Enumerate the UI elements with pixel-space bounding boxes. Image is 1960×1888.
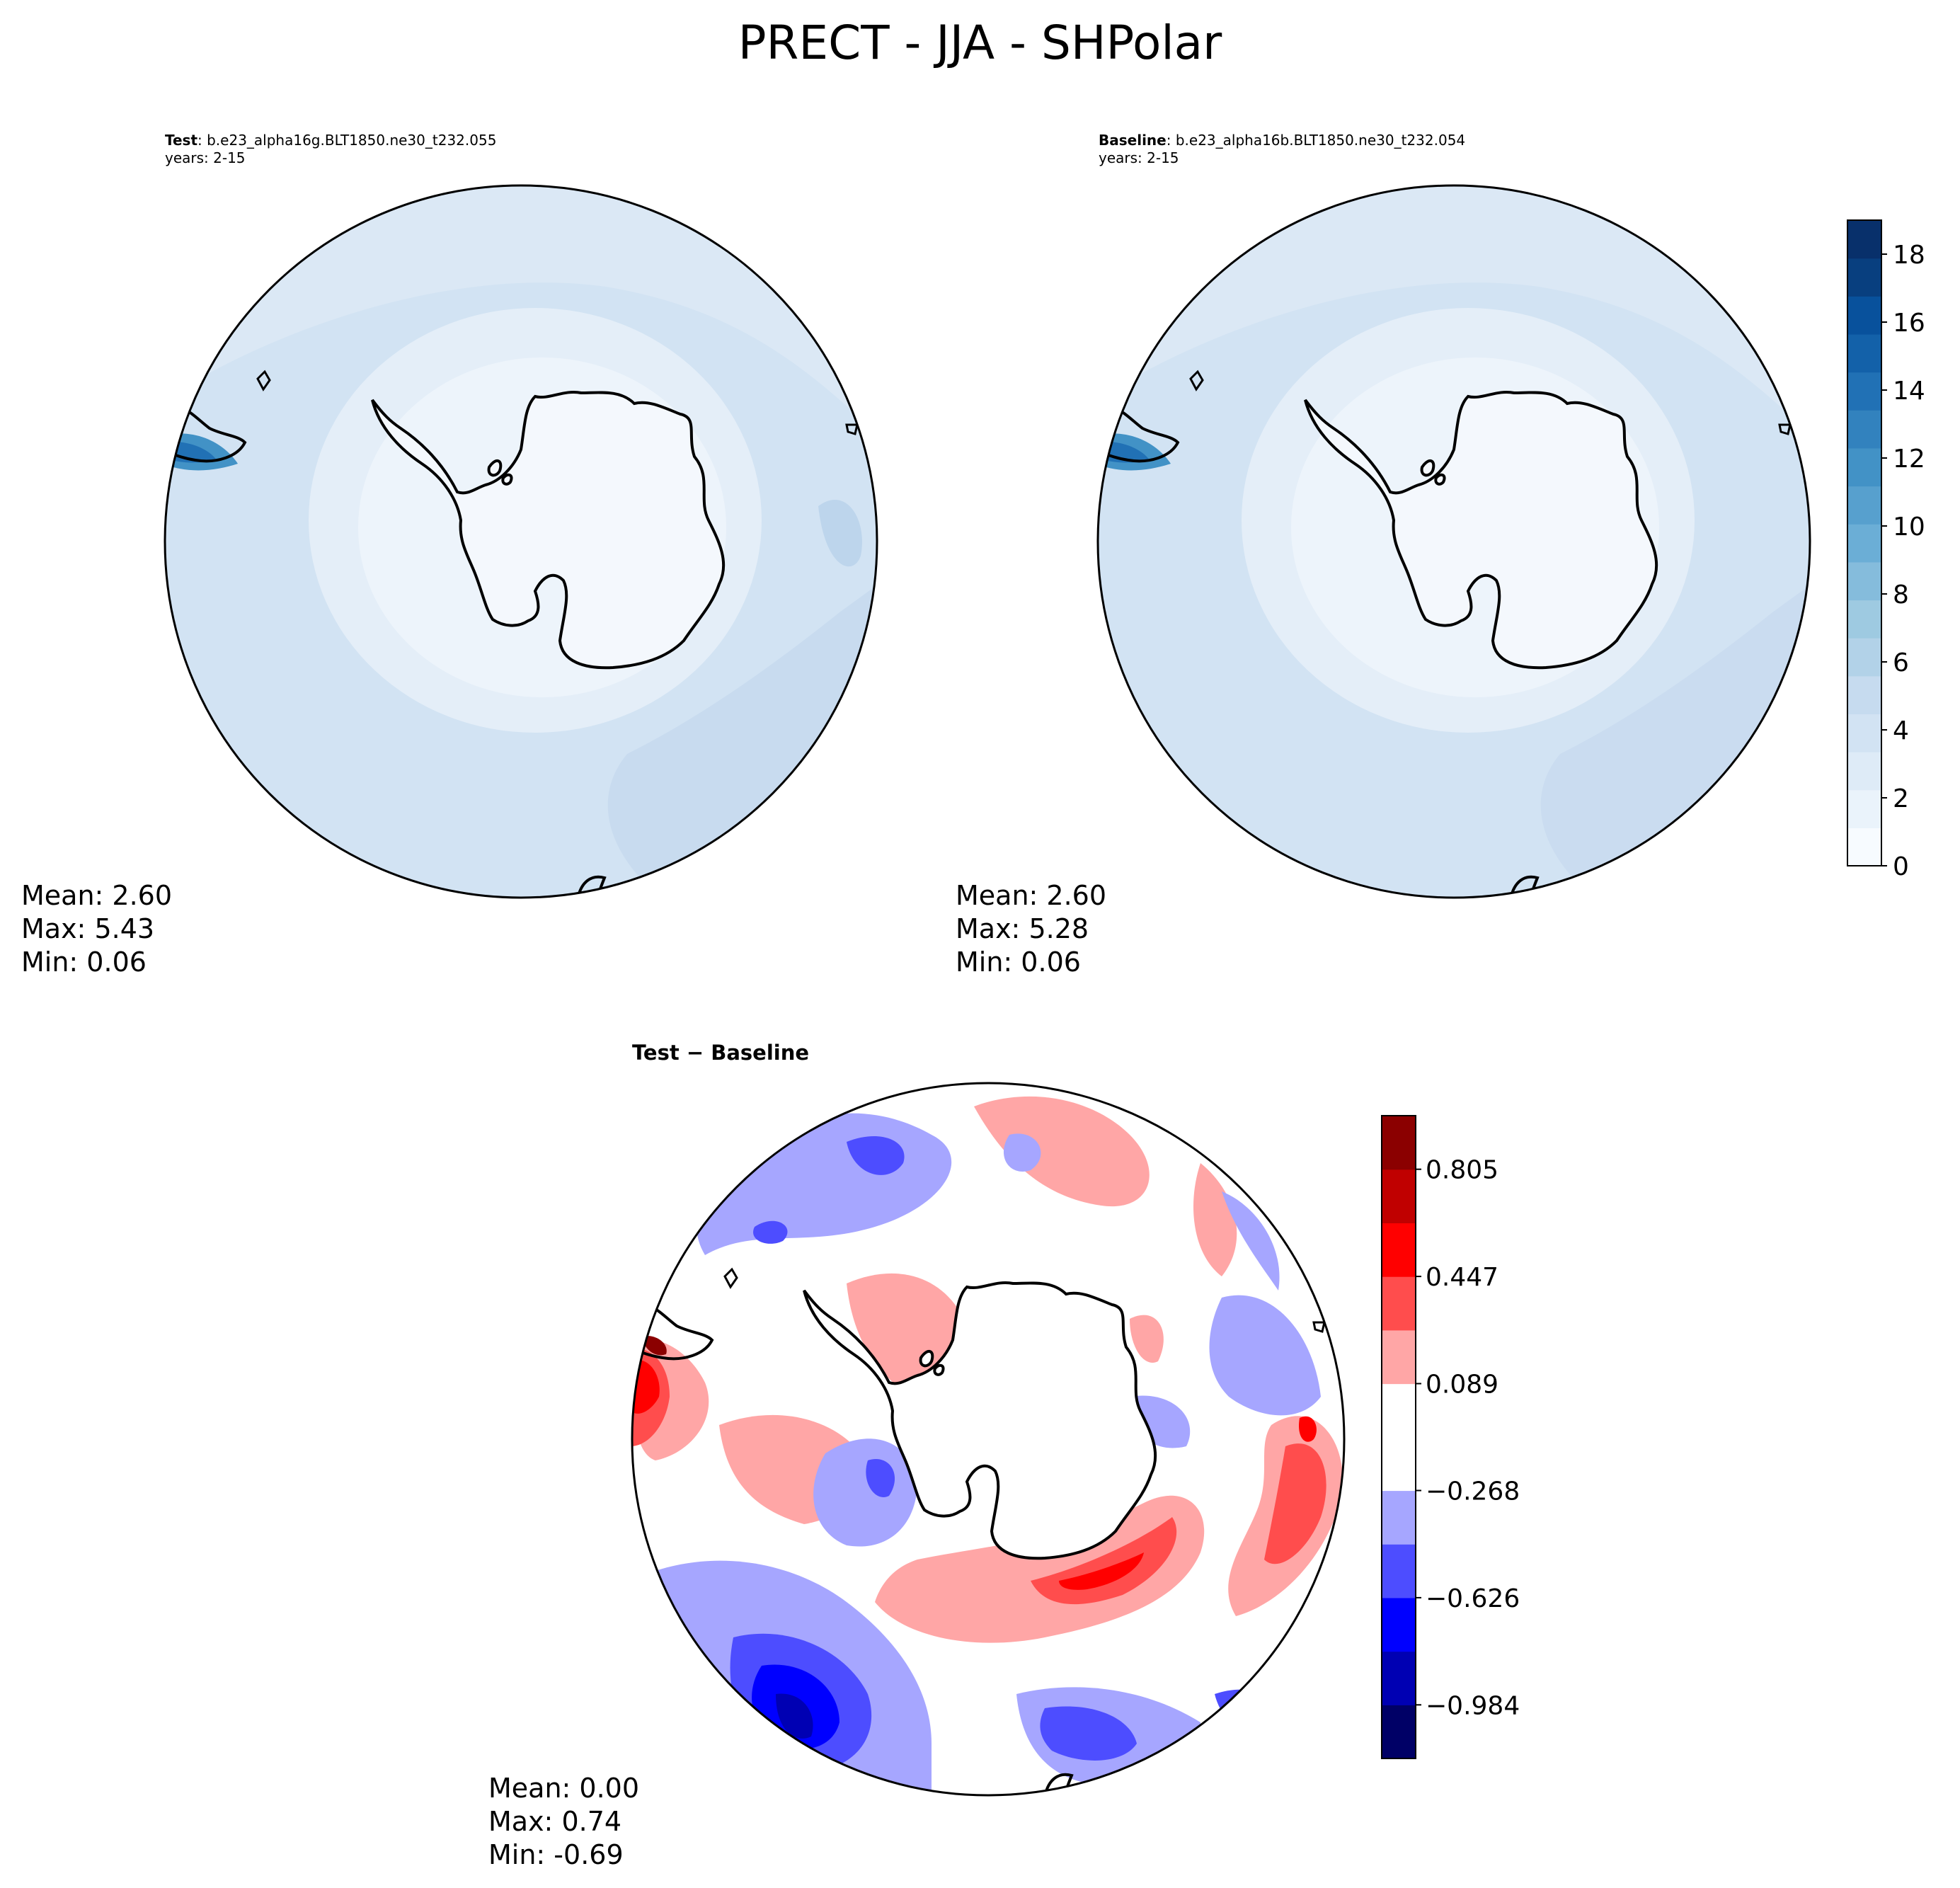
colorbar-band xyxy=(1847,524,1881,563)
colorbar-frame xyxy=(1847,219,1882,866)
colorbar-band xyxy=(1847,372,1881,411)
test-case-line: Test: b.e23_alpha16g.BLT1850.ne30_t232.0… xyxy=(165,132,496,149)
colorbar-band xyxy=(1382,1544,1416,1598)
colorbar-tick-label: 0.447 xyxy=(1426,1263,1498,1292)
colorbar-tick-label: −0.268 xyxy=(1426,1477,1520,1506)
colorbar-band xyxy=(1382,1116,1416,1170)
colorbar-band xyxy=(1382,1436,1416,1492)
baseline-case-name: : b.e23_alpha16b.BLT1850.ne30_t232.054 xyxy=(1166,132,1466,149)
colorbar-band xyxy=(1847,638,1881,677)
colorbar-tick-label: 16 xyxy=(1893,309,1925,338)
test-case-name: : b.e23_alpha16g.BLT1850.ne30_t232.055 xyxy=(197,132,497,149)
difference-colorbar: −0.984 −0.626 −0.268 0.089 0.447 0.805 xyxy=(1381,1115,1520,1759)
baseline-label: Baseline xyxy=(1099,132,1167,149)
colorbar-band xyxy=(1847,447,1881,487)
precip-colorbar: 0 2 4 6 8 10 12 14 16 18 xyxy=(1847,219,1925,878)
colorbar-band xyxy=(1382,1651,1416,1705)
test-years: years: 2-15 xyxy=(165,149,246,166)
colorbar-tick-label: 4 xyxy=(1893,716,1909,745)
baseline-max: Max: 5.28 xyxy=(956,913,1089,944)
baseline-map xyxy=(1096,184,1811,899)
colorbar-band xyxy=(1847,296,1881,335)
difference-max: Max: 0.74 xyxy=(488,1806,622,1837)
colorbar-band xyxy=(1382,1383,1416,1438)
test-map xyxy=(164,184,878,899)
colorbar-band xyxy=(1847,714,1881,753)
colorbar-band xyxy=(1847,561,1881,601)
colorbar-band xyxy=(1382,1169,1416,1224)
colorbar-band xyxy=(1847,410,1881,449)
colorbar-band xyxy=(1382,1705,1416,1759)
colorbar-band xyxy=(1382,1223,1416,1277)
colorbar-tick-label: 18 xyxy=(1893,241,1925,270)
colorbar-band xyxy=(1847,828,1881,866)
difference-title: Test − Baseline xyxy=(632,1041,810,1065)
colorbar-tick-label: −0.984 xyxy=(1426,1691,1520,1720)
colorbar-band xyxy=(1847,486,1881,525)
colorbar-frame xyxy=(1381,1115,1416,1759)
colorbar-tick-label: 8 xyxy=(1893,580,1909,610)
test-stats: Mean: 2.60 Max: 5.43 Min: 0.06 xyxy=(21,879,172,979)
baseline-case-line: Baseline: b.e23_alpha16b.BLT1850.ne30_t2… xyxy=(1099,132,1465,149)
colorbar-tick-label: 10 xyxy=(1893,513,1925,542)
colorbar-tick-label: 0.089 xyxy=(1426,1371,1498,1400)
colorbar-band xyxy=(1847,600,1881,639)
baseline-min: Min: 0.06 xyxy=(956,946,1081,978)
test-label: Test xyxy=(165,132,198,149)
baseline-stats: Mean: 2.60 Max: 5.28 Min: 0.06 xyxy=(956,879,1106,979)
difference-mean: Mean: 0.00 xyxy=(488,1773,640,1804)
colorbar-band xyxy=(1847,333,1881,373)
colorbar-tick-label: 14 xyxy=(1893,377,1925,406)
baseline-mean: Mean: 2.60 xyxy=(956,880,1107,911)
colorbar-tick-label: 2 xyxy=(1893,784,1909,813)
colorbar-band xyxy=(1382,1490,1416,1545)
colorbar-tick-label: 0.805 xyxy=(1426,1156,1498,1185)
difference-min: Min: -0.69 xyxy=(488,1839,624,1870)
colorbar-band xyxy=(1382,1597,1416,1652)
colorbar-tick-label: −0.626 xyxy=(1426,1584,1520,1613)
figure-title: PRECT - JJA - SHPolar xyxy=(738,16,1222,70)
colorbar-band xyxy=(1847,675,1881,715)
colorbar-band xyxy=(1382,1329,1416,1385)
difference-map xyxy=(631,1082,1346,1797)
test-min: Min: 0.06 xyxy=(21,946,147,978)
colorbar-tick-label: 0 xyxy=(1893,852,1909,878)
colorbar-tick-label: 6 xyxy=(1893,648,1909,677)
colorbar-band xyxy=(1847,789,1881,828)
test-mean: Mean: 2.60 xyxy=(21,880,173,911)
colorbar-band xyxy=(1847,258,1881,297)
colorbar-band xyxy=(1847,752,1881,791)
baseline-years: years: 2-15 xyxy=(1099,149,1179,166)
difference-stats: Mean: 0.00 Max: 0.74 Min: -0.69 xyxy=(488,1772,639,1872)
test-max: Max: 5.43 xyxy=(21,913,155,944)
colorbar-band xyxy=(1382,1276,1416,1331)
colorbar-tick-label: 12 xyxy=(1893,445,1925,474)
colorbar-band xyxy=(1847,220,1881,259)
